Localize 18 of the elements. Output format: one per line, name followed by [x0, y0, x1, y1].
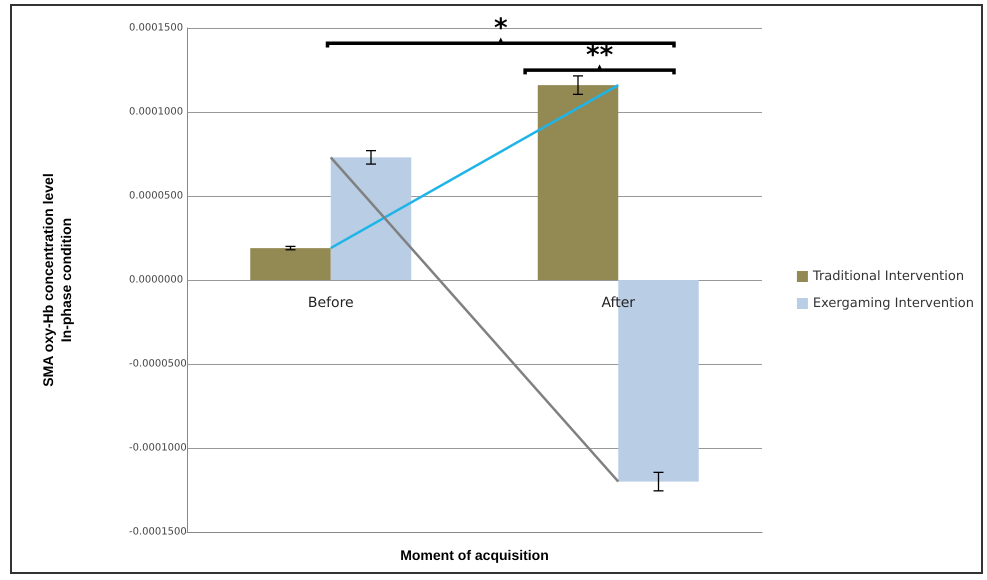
y-tick-label: 0.0001000 [129, 106, 184, 118]
legend-label: Traditional Intervention [812, 269, 964, 284]
y-tick-label: 0.0000500 [129, 190, 184, 202]
y-tick-label: 0.0001500 [129, 22, 184, 34]
y-axis-title: SMA oxy-Hb concentration level In-phase condition [40, 173, 74, 387]
annotation: ** [586, 40, 614, 70]
y-tick-label: -0.0001000 [129, 442, 187, 454]
y-tick-label: -0.0001500 [129, 526, 187, 538]
annotation: * [494, 13, 508, 44]
bar [538, 85, 618, 280]
x-tick-label: Before [308, 295, 354, 311]
bar [330, 157, 412, 280]
y-tick-label: 0.0000000 [129, 274, 184, 286]
y-tick-label: -0.0000500 [129, 358, 187, 370]
legend-label: Exergaming Intervention [812, 296, 974, 311]
bar [250, 248, 331, 280]
x-tick-label: After [601, 295, 636, 311]
x-axis-title: Moment of acquisition [400, 547, 549, 563]
